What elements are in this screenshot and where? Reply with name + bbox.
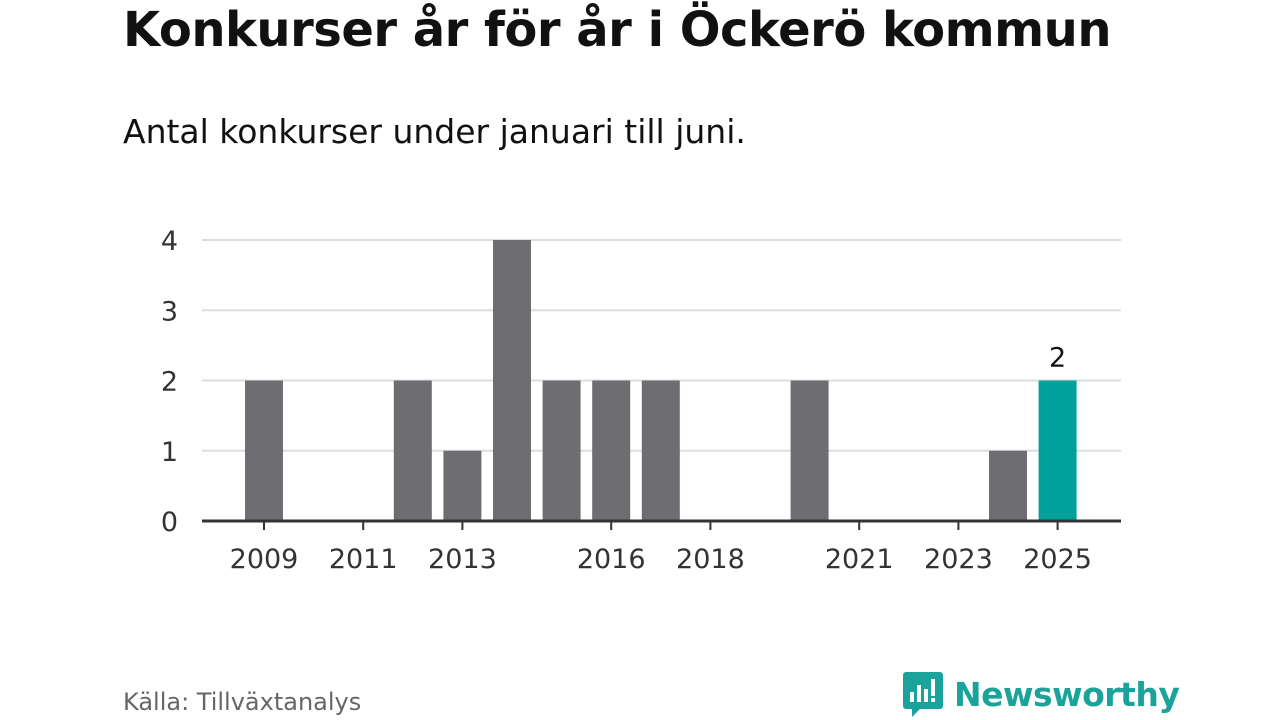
x-tick-label-2018: 2018 [676, 544, 745, 575]
y-tick-label-2: 2 [161, 367, 178, 398]
x-tick-label-2016: 2016 [577, 544, 646, 575]
y-tick-label-3: 3 [161, 296, 178, 327]
bar-2009 [245, 380, 283, 521]
x-axis: 2009 2011 2013 2016 2018 2021 2023 2025 [202, 519, 1121, 575]
x-tick-label-2023: 2023 [924, 544, 993, 575]
x-tick-label-2009: 2009 [230, 544, 299, 575]
x-tick-label-2025: 2025 [1023, 544, 1092, 575]
bar-chart-speech-bubble-icon [903, 672, 943, 717]
x-tick-label-2021: 2021 [825, 544, 894, 575]
y-tick-label-0: 0 [161, 507, 178, 538]
data-label-2025: 2 [1049, 343, 1066, 374]
x-tick-label-2011: 2011 [329, 544, 398, 575]
bar-2020 [790, 380, 829, 521]
brand-name: Newsworthy [954, 674, 1180, 714]
bar-2016 [592, 380, 631, 521]
bar-2024 [989, 450, 1027, 521]
brand-logo[interactable]: Newsworthy [902, 670, 1180, 718]
bar-2012 [393, 380, 432, 521]
chart-title: Konkurser år för år i Öckerö kommun [123, 2, 1112, 58]
y-tick-label-4: 4 [161, 226, 178, 257]
y-axis-ticks: 0 1 2 3 4 [161, 226, 178, 538]
bar-2017 [641, 380, 680, 521]
chart-subtitle: Antal konkurser under januari till juni. [123, 112, 746, 151]
bar-chart: 0 1 2 3 4 2009 2011 2013 2016 2018 2021 2023 2025 2 [161, 226, 1121, 575]
bar-2013 [443, 450, 482, 521]
bar-2015 [542, 380, 581, 521]
y-tick-label-1: 1 [161, 437, 178, 468]
x-tick-label-2013: 2013 [428, 544, 497, 575]
data-labels: 2 [1049, 343, 1066, 374]
bars [245, 240, 1077, 521]
bar-2014 [493, 240, 531, 521]
source-note: Källa: Tillväxtanalys [123, 688, 362, 716]
bar-2025 [1038, 380, 1077, 521]
